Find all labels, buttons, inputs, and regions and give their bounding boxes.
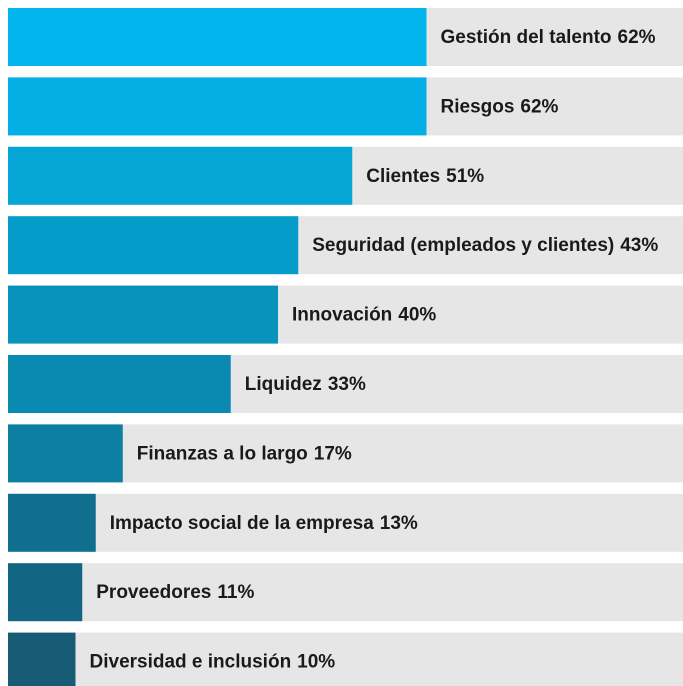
value-label: 51%	[446, 166, 484, 187]
category-label: Finanzas a lo largo	[137, 443, 308, 464]
bar-track	[8, 632, 683, 686]
bar-label: Impacto social de la empresa 13%	[110, 513, 418, 534]
bar	[8, 285, 278, 344]
category-label: Seguridad (empleados y clientes)	[312, 235, 614, 256]
bar	[8, 77, 427, 136]
value-label: 62%	[520, 96, 558, 117]
bar	[8, 424, 123, 483]
bar-label: Diversidad e inclusión 10%	[90, 652, 336, 673]
bar	[8, 8, 427, 66]
category-label: Proveedores	[96, 582, 211, 603]
value-label: 11%	[217, 582, 254, 603]
category-label: Gestión del talento	[441, 27, 612, 48]
category-label: Riesgos	[441, 96, 515, 117]
bar-track	[8, 493, 683, 552]
bar	[8, 216, 299, 275]
value-label: 10%	[297, 652, 335, 673]
bar	[8, 146, 353, 205]
bar	[8, 493, 96, 552]
bar	[8, 632, 76, 686]
bar-label: Gestión del talento 62%	[441, 27, 656, 48]
value-label: 62%	[618, 27, 656, 48]
value-label: 43%	[620, 235, 658, 256]
bar-track	[8, 563, 683, 622]
bar-label: Seguridad (empleados y clientes) 43%	[312, 235, 658, 256]
value-label: 33%	[328, 374, 366, 395]
bar-label: Liquidez 33%	[245, 374, 366, 395]
value-label: 40%	[398, 305, 436, 326]
category-label: Clientes	[366, 166, 440, 187]
category-label: Innovación	[292, 305, 392, 326]
category-label: Impacto social de la empresa	[110, 513, 374, 534]
category-label: Liquidez	[245, 374, 322, 395]
bar-label: Finanzas a lo largo 17%	[137, 443, 352, 464]
category-label: Diversidad e inclusión	[90, 652, 292, 673]
bar-label: Innovación 40%	[292, 305, 436, 326]
bar-label: Riesgos 62%	[441, 96, 559, 117]
value-label: 17%	[314, 443, 352, 464]
bar-label: Proveedores 11%	[96, 582, 254, 603]
bar	[8, 563, 83, 622]
bar-label: Clientes 51%	[366, 166, 484, 187]
value-label: 13%	[380, 513, 418, 534]
bar	[8, 355, 231, 413]
